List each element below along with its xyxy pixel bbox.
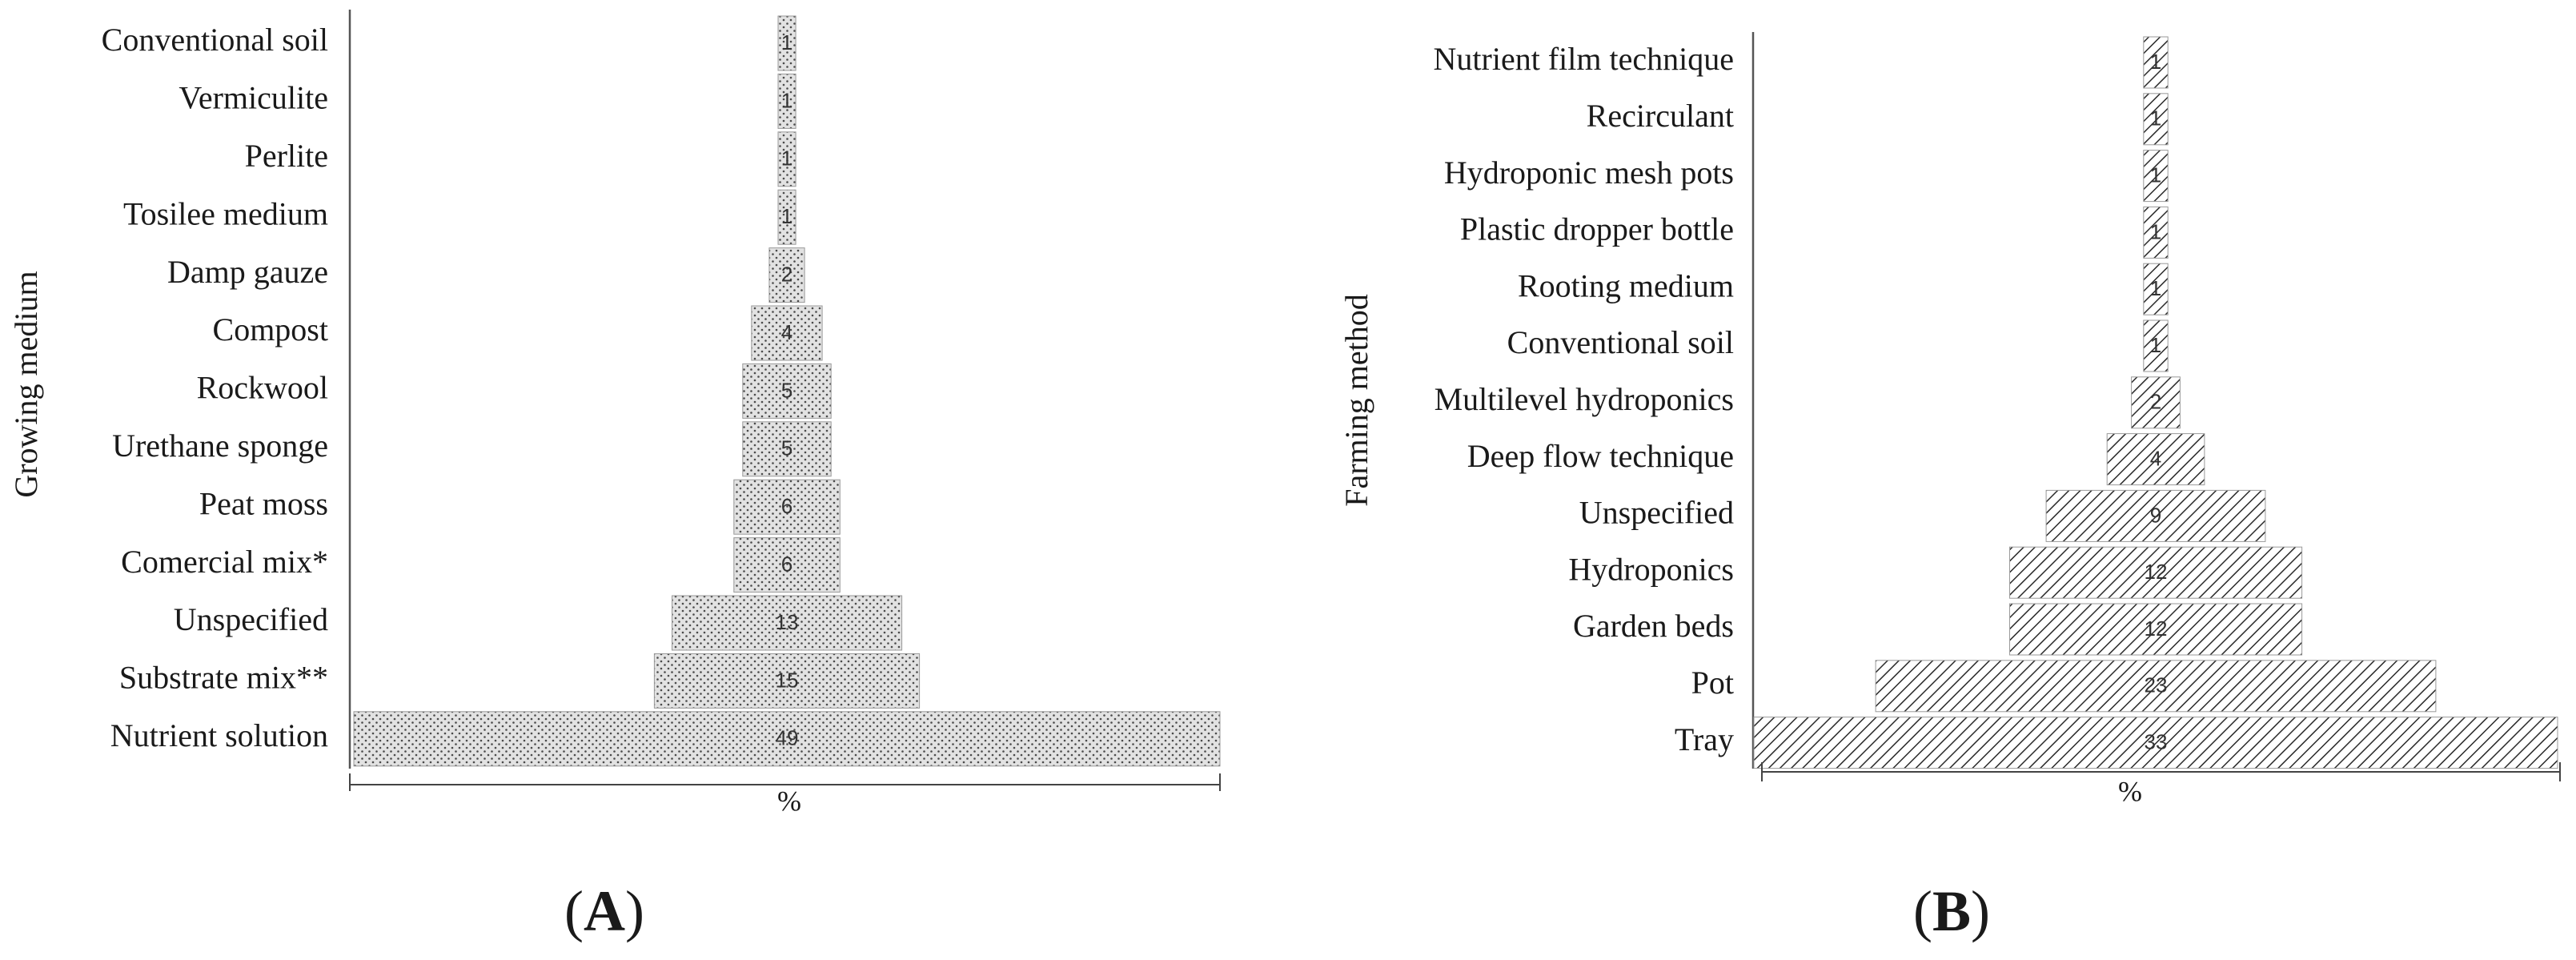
panel-a-value-label-comercial-mix: 6 [781, 552, 792, 576]
panel-b-bar-garden-beds [2009, 603, 2303, 656]
panel-b-value-label-hydroponic-mesh-pots: 1 [2150, 163, 2161, 187]
panel-b-category-label-unspecified: Unspecified [1579, 495, 1734, 531]
panel-a-value-label-urethane-sponge: 5 [781, 436, 792, 460]
panel-b-bar-deep-flow-technique [2106, 433, 2205, 486]
panel-a-value-label-damp-gauze: 2 [781, 262, 792, 286]
panel-a-value-label-tosilee-medium: 1 [781, 204, 792, 228]
panel-b-letter-open-paren: ( [1913, 879, 1932, 943]
panel-b-value-label-multilevel-hydroponics: 2 [2150, 390, 2161, 414]
panel-b-bar-tray [1753, 717, 2558, 769]
panel-a-category-labels: Conventional soil Vermiculite Perlite Tosil… [102, 22, 328, 753]
panel-a-category-label-rockwool: Rockwool [197, 370, 328, 406]
panel-a-category-label-nutrient-solution: Nutrient solution [110, 717, 328, 753]
panel-a-bars [353, 15, 1221, 767]
panel-a-value-label-nutrient-solution: 49 [776, 726, 799, 750]
panel-b-value-label-nutrient-film-technique: 1 [2150, 50, 2161, 74]
panel-a-letter-close-paren: ) [625, 879, 644, 943]
panel-a-category-label-substrate-mix: Substrate mix** [119, 660, 328, 696]
panel-a-y-axis-title: Growing medium [8, 271, 44, 497]
panel-b-value-label-hydroponics: 12 [2145, 560, 2168, 584]
panel-b-category-label-pot: Pot [1691, 665, 1734, 701]
panel-b-category-label-rooting-medium: Rooting medium [1518, 267, 1734, 303]
panel-a-bar-unspecified [672, 595, 903, 651]
panel-b-value-label-conventional-soil: 1 [2150, 333, 2161, 357]
panel-a-bar-compost [751, 305, 823, 361]
panel-b-category-label-tray: Tray [1675, 721, 1734, 757]
panel-b-category-label-nutrient-film-technique: Nutrient film technique [1434, 41, 1734, 77]
panel-b-category-label-deep-flow-technique: Deep flow technique [1467, 438, 1734, 474]
panel-a-value-label-compost: 4 [781, 320, 792, 344]
panel-b-x-axis-title: % [2118, 775, 2142, 807]
panel-b-category-label-multilevel-hydroponics: Multilevel hydroponics [1434, 381, 1734, 417]
panel-a-value-label-substrate-mix: 15 [776, 668, 799, 692]
panel-a-letter-text: A [584, 879, 625, 943]
panel-b-farming-method: Nutrient film technique Recirculant Hydrop… [1338, 32, 2561, 943]
panel-b-bar-plastic-dropper-bottle [2143, 206, 2169, 259]
panel-b-bar-hydroponics [2009, 546, 2303, 599]
panel-a-category-label-compost: Compost [213, 311, 328, 347]
panel-b-category-label-hydroponics: Hydroponics [1568, 551, 1734, 587]
panel-b-letter: (B) [1913, 879, 1990, 943]
panel-a-bar-perlite [777, 131, 796, 187]
panel-b-value-label-rooting-medium: 1 [2150, 276, 2161, 300]
panel-b-letter-close-paren: ) [1971, 879, 1990, 943]
panel-a-growing-medium: Conventional soil Vermiculite Perlite Tosil… [8, 10, 1221, 943]
panel-b-bar-recirculant [2143, 93, 2169, 146]
panel-a-bar-nutrient-solution [353, 711, 1221, 767]
panel-a-category-label-vermiculite: Vermiculite [179, 80, 328, 116]
panel-b-bar-pot [1875, 660, 2437, 713]
panel-a-letter-open-paren: ( [564, 879, 584, 943]
panel-b-category-label-plastic-dropper-bottle: Plastic dropper bottle [1460, 211, 1734, 247]
panel-b-bar-hydroponic-mesh-pots [2143, 150, 2169, 203]
panel-a-value-labels: 1 1 1 1 2 4 5 5 6 6 13 15 49 [776, 30, 799, 750]
panel-b-category-label-conventional-soil: Conventional soil [1507, 324, 1734, 360]
panel-a-bar-vermiculite [777, 73, 796, 129]
panel-b-value-label-pot: 23 [2145, 673, 2168, 697]
panel-a-letter: (A) [564, 879, 644, 943]
panel-b-value-label-deep-flow-technique: 4 [2150, 446, 2161, 470]
panel-a-bar-comercial-mix [733, 537, 841, 593]
panel-b-category-label-recirculant: Recirculant [1587, 98, 1734, 134]
panel-a-bar-rockwool [742, 363, 832, 419]
panel-b-value-label-garden-beds: 12 [2145, 617, 2168, 641]
panel-a-category-label-peat-moss: Peat moss [199, 485, 328, 521]
panel-b-category-label-hydroponic-mesh-pots: Hydroponic mesh pots [1444, 155, 1734, 191]
panel-a-bar-conventional-soil [777, 15, 796, 71]
panel-b-bar-conventional-soil [2143, 319, 2169, 372]
panel-a-value-label-peat-moss: 6 [781, 494, 792, 518]
panel-a-category-label-conventional-soil: Conventional soil [102, 22, 328, 58]
panel-b-bar-unspecified [2045, 489, 2266, 542]
panel-b-bar-nutrient-film-technique [2143, 36, 2169, 89]
panel-a-value-label-vermiculite: 1 [781, 88, 792, 112]
panel-b-value-label-unspecified: 9 [2150, 503, 2161, 527]
panel-b-category-label-garden-beds: Garden beds [1573, 608, 1734, 644]
panel-a-value-label-perlite: 1 [781, 147, 792, 171]
panel-a-bar-substrate-mix [653, 653, 921, 709]
panel-b-bars [1753, 36, 2558, 769]
panel-a-category-label-tosilee-medium: Tosilee medium [123, 195, 328, 231]
panel-b-bar-multilevel-hydroponics [2131, 376, 2181, 429]
panel-a-category-label-damp-gauze: Damp gauze [167, 254, 328, 290]
panel-a-value-label-unspecified: 13 [776, 610, 799, 634]
panel-b-value-label-tray: 33 [2145, 729, 2168, 753]
panel-a-bar-peat-moss [733, 479, 841, 535]
panel-b-value-label-recirculant: 1 [2150, 106, 2161, 131]
panel-b-value-label-plastic-dropper-bottle: 1 [2150, 219, 2161, 243]
panel-a-category-label-unspecified: Unspecified [174, 601, 328, 637]
panel-a-category-label-urethane-sponge: Urethane sponge [112, 428, 328, 464]
panel-b-letter-text: B [1932, 879, 1971, 943]
panel-a-bar-tosilee-medium [777, 189, 796, 245]
panel-b-bar-rooting-medium [2143, 263, 2169, 315]
panel-a-value-label-conventional-soil: 1 [781, 30, 792, 54]
panel-b-y-axis-title: Farming method [1338, 294, 1374, 507]
panel-a-bar-urethane-sponge [742, 421, 832, 477]
panel-a-x-axis-title: % [777, 785, 801, 817]
panel-a-category-label-comercial-mix: Comercial mix* [121, 544, 328, 580]
panel-a-value-label-rockwool: 5 [781, 378, 792, 402]
panel-a-bar-damp-gauze [768, 247, 805, 303]
panel-b-category-labels: Nutrient film technique Recirculant Hydrop… [1434, 41, 1734, 757]
panel-a-category-label-perlite: Perlite [245, 138, 328, 174]
